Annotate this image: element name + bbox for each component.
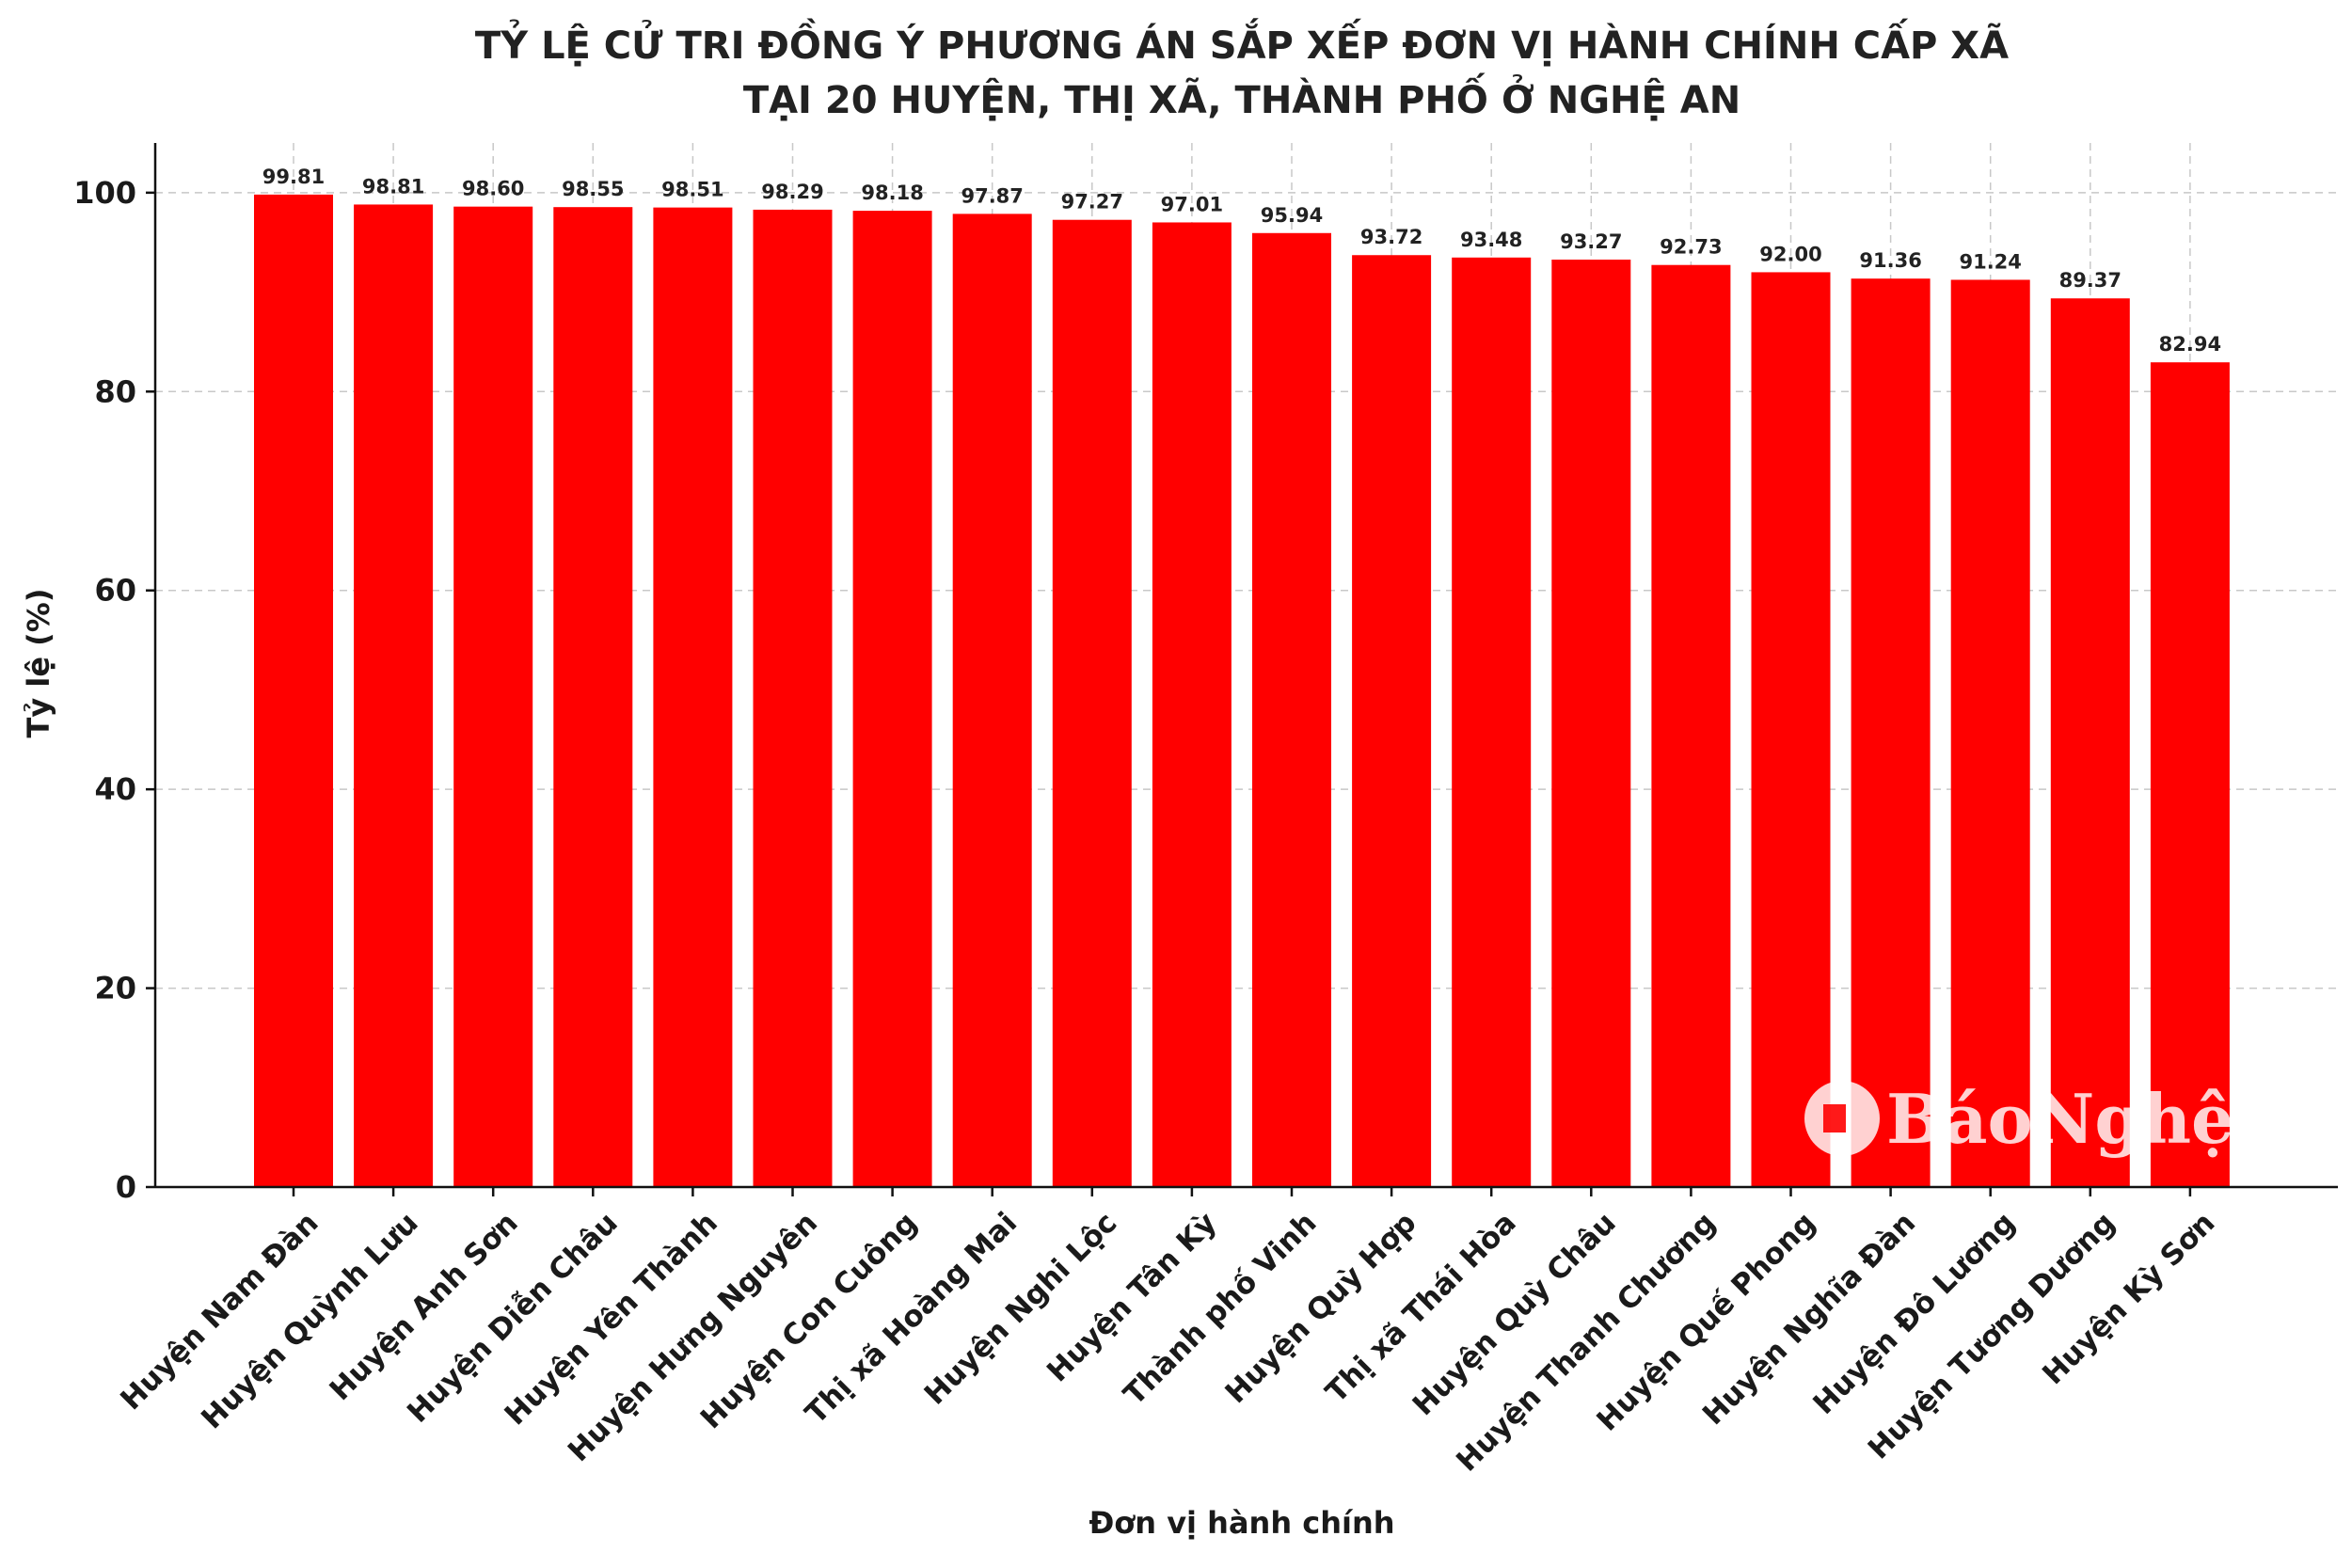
data-label-3: 98.55 [562, 178, 624, 200]
y-tick-label-2: 40 [94, 771, 136, 807]
data-label-8: 97.27 [1061, 191, 1123, 214]
data-label-5: 98.29 [761, 181, 823, 203]
chart-title: TỶ LỆ CỬ TRI ĐỒNG Ý PHƯƠNG ÁN SẮP XẾP ĐƠ… [475, 17, 2009, 68]
x-tick-label-8: Huyện Nghi Lộc [918, 1206, 1124, 1412]
watermark-text: BáoNghệAn [1886, 1079, 2336, 1159]
x-tick-label-12: Thị xã Thái Hòa [1319, 1206, 1522, 1409]
data-label-0: 99.81 [262, 166, 325, 188]
data-label-12: 93.48 [1460, 229, 1522, 251]
data-label-7: 97.87 [961, 184, 1023, 207]
data-label-1: 98.81 [362, 175, 424, 198]
newspaper-logo-icon-inner [1823, 1104, 1846, 1132]
data-labels: 99.81 98.81 98.60 98.55 98.51 98.29 98.18 97.87… [262, 166, 2221, 356]
y-ticks: 0 20 40 60 80 100 [73, 175, 155, 1205]
data-label-16: 91.36 [1859, 249, 1921, 272]
bar-2 [453, 206, 533, 1188]
data-label-18: 89.37 [2059, 269, 2122, 292]
bar-0 [254, 194, 333, 1187]
data-label-19: 82.94 [2159, 333, 2221, 356]
data-label-4: 98.51 [661, 179, 723, 201]
bar-12 [1452, 257, 1532, 1188]
bar-16 [1851, 278, 1931, 1187]
data-label-13: 93.27 [1560, 230, 1622, 253]
bar-6 [852, 211, 932, 1187]
x-tick-label-19: Huyện Kỳ Sơn [2036, 1206, 2221, 1391]
axes [153, 143, 2338, 1189]
bar-1 [354, 204, 434, 1188]
data-label-11: 93.72 [1360, 226, 1422, 248]
x-tick-label-9: Huyện Tân Kỳ [1041, 1206, 1223, 1388]
data-label-6: 98.18 [861, 182, 923, 204]
x-tick-label-11: Huyện Quỳ Hợp [1219, 1206, 1423, 1410]
data-label-9: 97.01 [1161, 193, 1223, 215]
bar-15 [1751, 272, 1831, 1187]
y-axis-label: Tỷ lệ (%) [21, 589, 56, 738]
bar-4 [653, 207, 733, 1188]
y-tick-label-5: 100 [73, 175, 136, 211]
x-tick-label-2: Huyện Anh Sơn [324, 1206, 525, 1407]
x-tick-label-0: Huyện Nam Đàn [114, 1206, 325, 1417]
data-label-10: 95.94 [1261, 204, 1323, 227]
y-tick-label-4: 80 [94, 373, 136, 409]
bar-5 [753, 209, 833, 1187]
bars [254, 194, 2230, 1188]
bar-3 [553, 207, 633, 1188]
bar-8 [1052, 219, 1132, 1187]
watermark: BáoNghệAn [1804, 1079, 2336, 1159]
bar-14 [1651, 264, 1731, 1187]
bar-19 [2150, 362, 2230, 1188]
bar-7 [952, 214, 1032, 1188]
y-tick-label-0: 0 [116, 1169, 136, 1205]
bar-18 [2050, 298, 2130, 1187]
bar-13 [1551, 260, 1631, 1187]
x-axis-label: Đơn vị hành chính [1089, 1505, 1394, 1541]
data-label-2: 98.60 [462, 178, 524, 200]
data-label-15: 92.00 [1759, 243, 1821, 265]
data-label-17: 91.24 [1959, 250, 2021, 273]
y-tick-label-3: 60 [94, 573, 136, 609]
x-tick-label-10: Thành phố Vinh [1118, 1206, 1324, 1412]
bar-17 [1950, 279, 2030, 1187]
bar-10 [1252, 232, 1331, 1187]
chart-subtitle: TẠI 20 HUYỆN, THỊ XÃ, THÀNH PHỐ Ở NGHỆ A… [743, 71, 1740, 122]
bar-11 [1352, 255, 1432, 1187]
bar-9 [1152, 222, 1232, 1188]
data-label-14: 92.73 [1660, 236, 1722, 259]
y-tick-label-1: 20 [94, 971, 136, 1006]
